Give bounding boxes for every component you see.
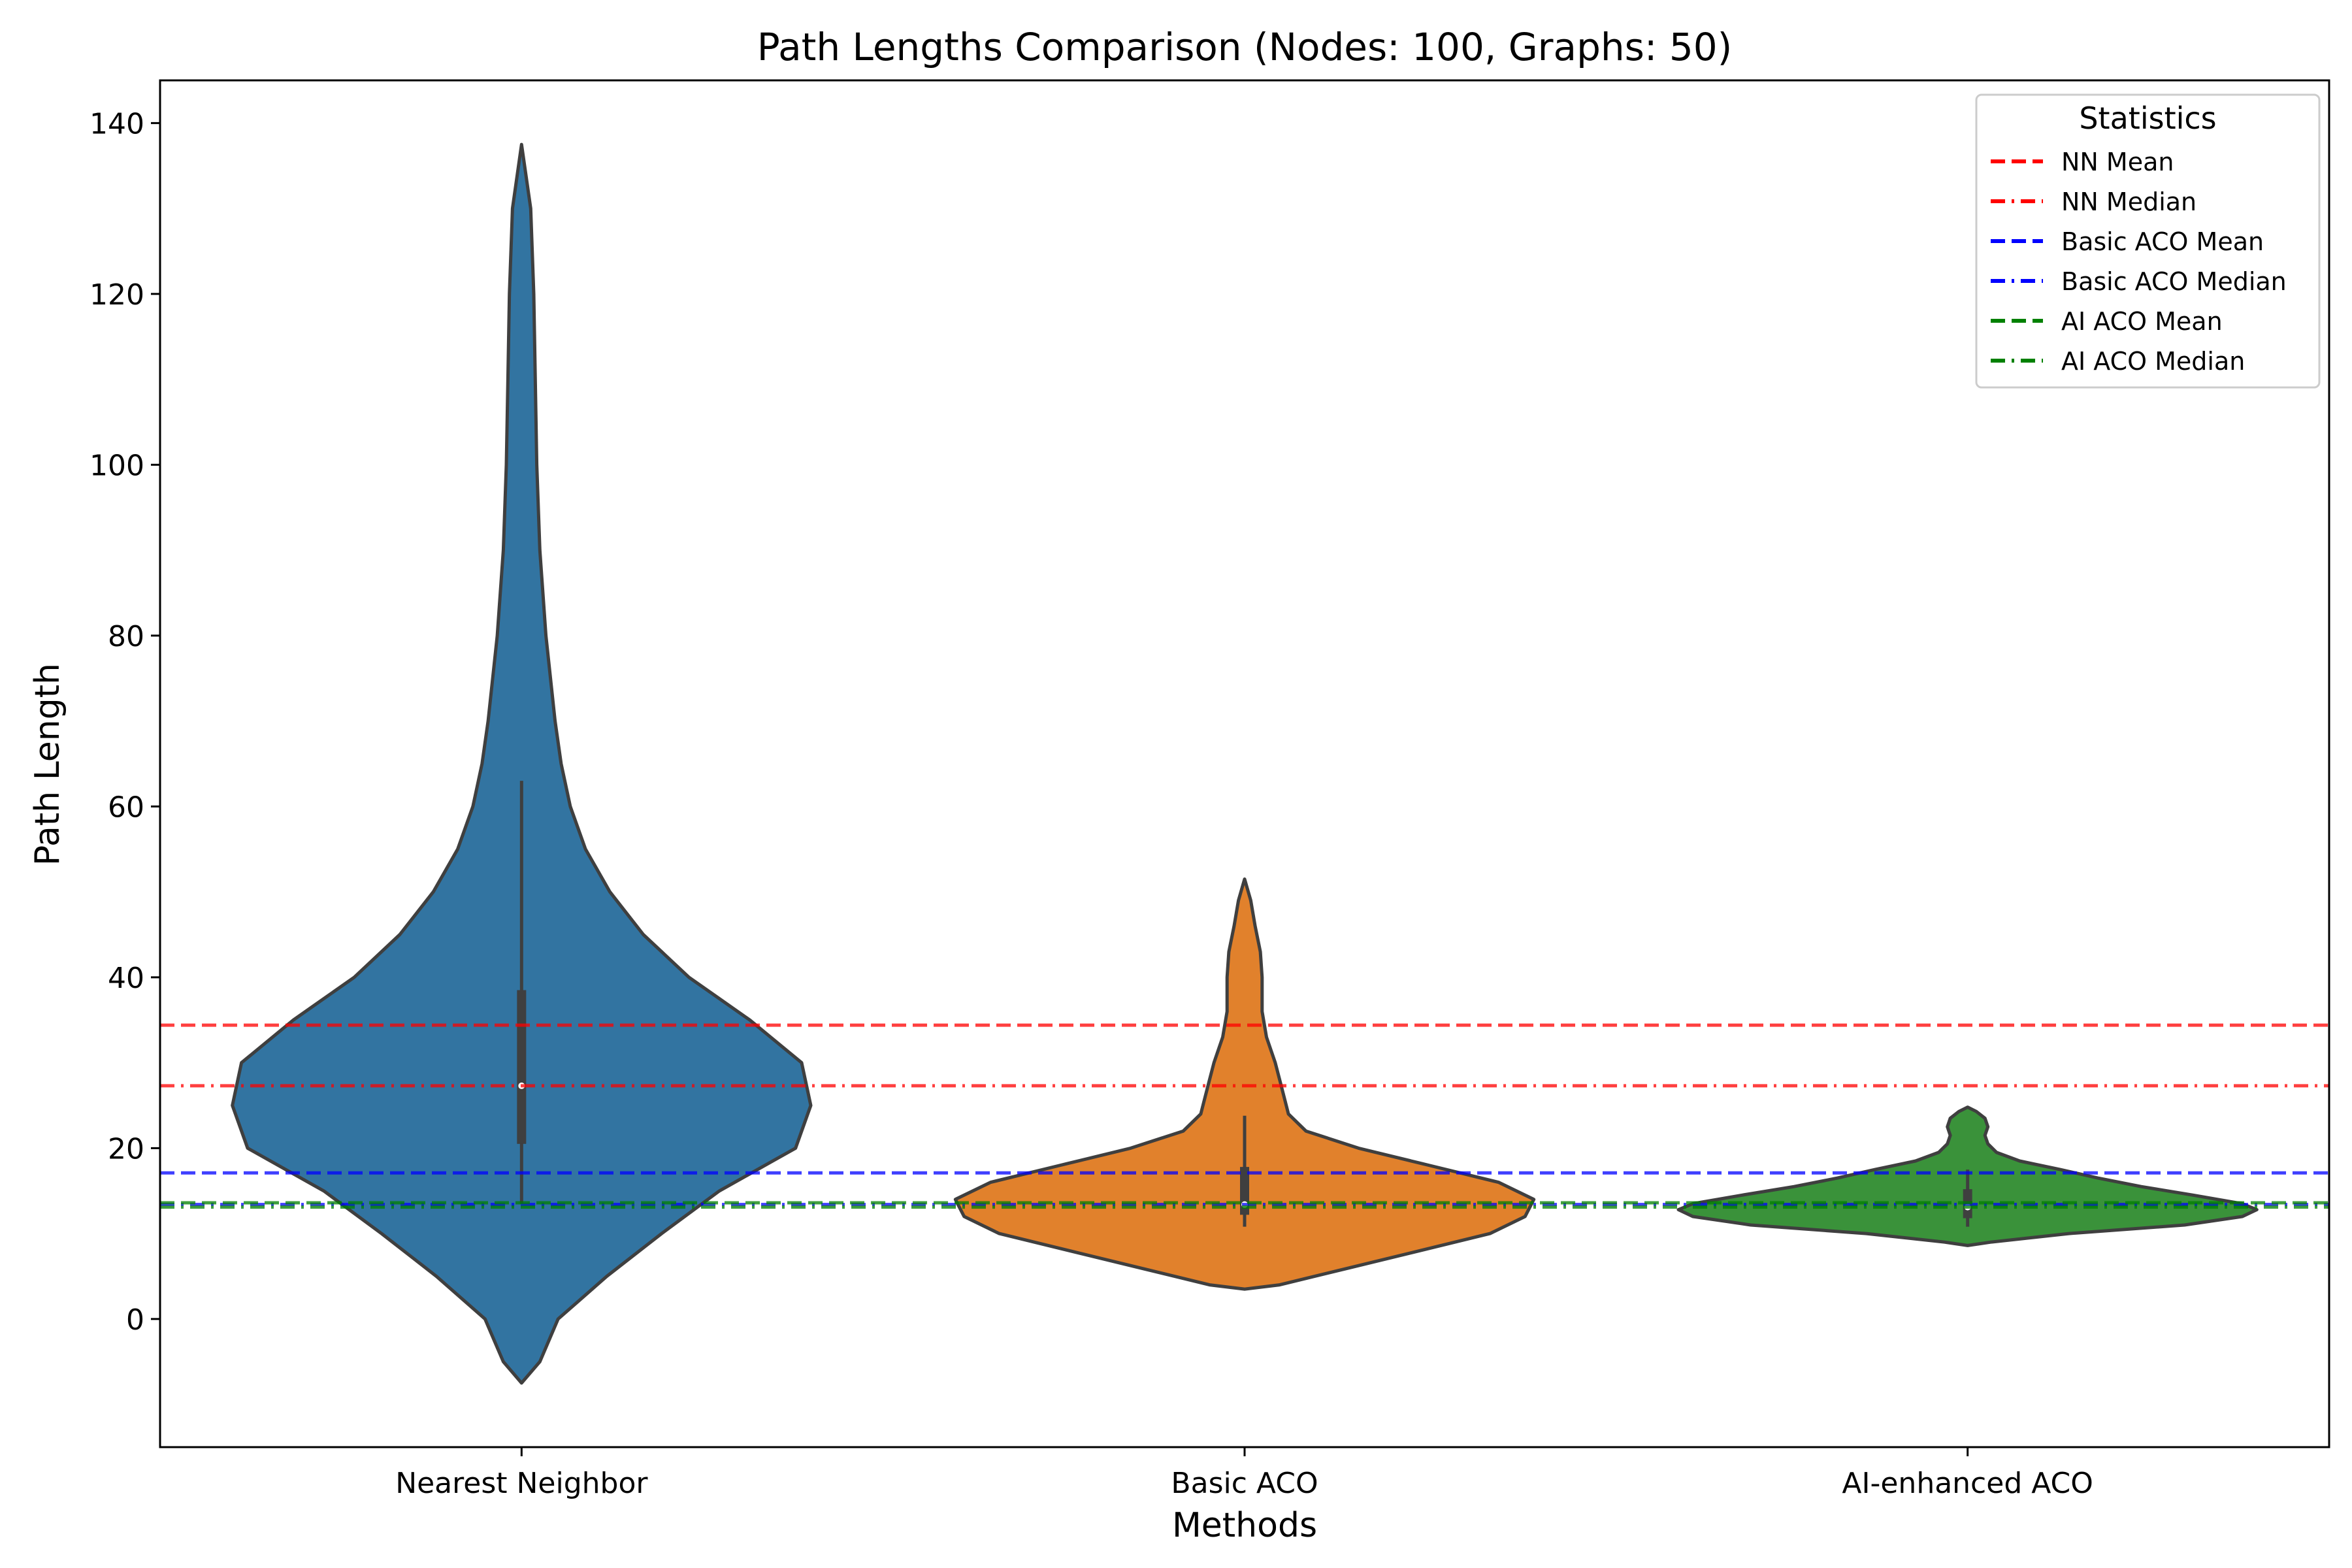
legend-label: AI ACO Mean bbox=[2061, 307, 2223, 336]
violin-0 bbox=[231, 142, 813, 1385]
violin-1 bbox=[953, 877, 1536, 1291]
y-tick-label: 120 bbox=[90, 278, 144, 312]
x-tick-label: Nearest Neighbor bbox=[395, 1467, 648, 1500]
legend-label: Basic ACO Median bbox=[2061, 267, 2287, 296]
y-tick-label: 40 bbox=[108, 962, 144, 995]
y-tick-label: 140 bbox=[90, 107, 144, 140]
y-axis-label: Path Length bbox=[28, 663, 67, 866]
legend-box bbox=[1975, 93, 2321, 389]
legend: Statistics NN Mean NN Median Basic ACO Mean… bbox=[1975, 93, 2321, 389]
legend-title: Statistics bbox=[2079, 101, 2216, 136]
legend-label: NN Mean bbox=[2061, 148, 2174, 176]
plot-area: 0 20 40 60 80 100 120 140 Nearest Neighbor Basic … bbox=[90, 79, 2330, 1500]
chart-title: Path Lengths Comparison (Nodes: 100, Gra… bbox=[757, 25, 1733, 69]
y-tick-label: 100 bbox=[90, 449, 144, 482]
x-axis-label: Methods bbox=[1172, 1506, 1317, 1545]
legend-label: AI ACO Median bbox=[2061, 347, 2245, 376]
y-tick-label: 0 bbox=[126, 1303, 144, 1337]
x-tick-label: Basic ACO bbox=[1171, 1467, 1318, 1500]
y-tick-label: 60 bbox=[108, 791, 144, 824]
legend-label: NN Median bbox=[2061, 188, 2197, 216]
y-tick-label: 20 bbox=[108, 1132, 144, 1166]
x-tick-label: AI-enhanced ACO bbox=[1842, 1467, 2093, 1500]
violin-iqr-box-0 bbox=[517, 990, 527, 1144]
y-tick-label: 80 bbox=[108, 620, 144, 653]
legend-label: Basic ACO Mean bbox=[2061, 227, 2264, 256]
